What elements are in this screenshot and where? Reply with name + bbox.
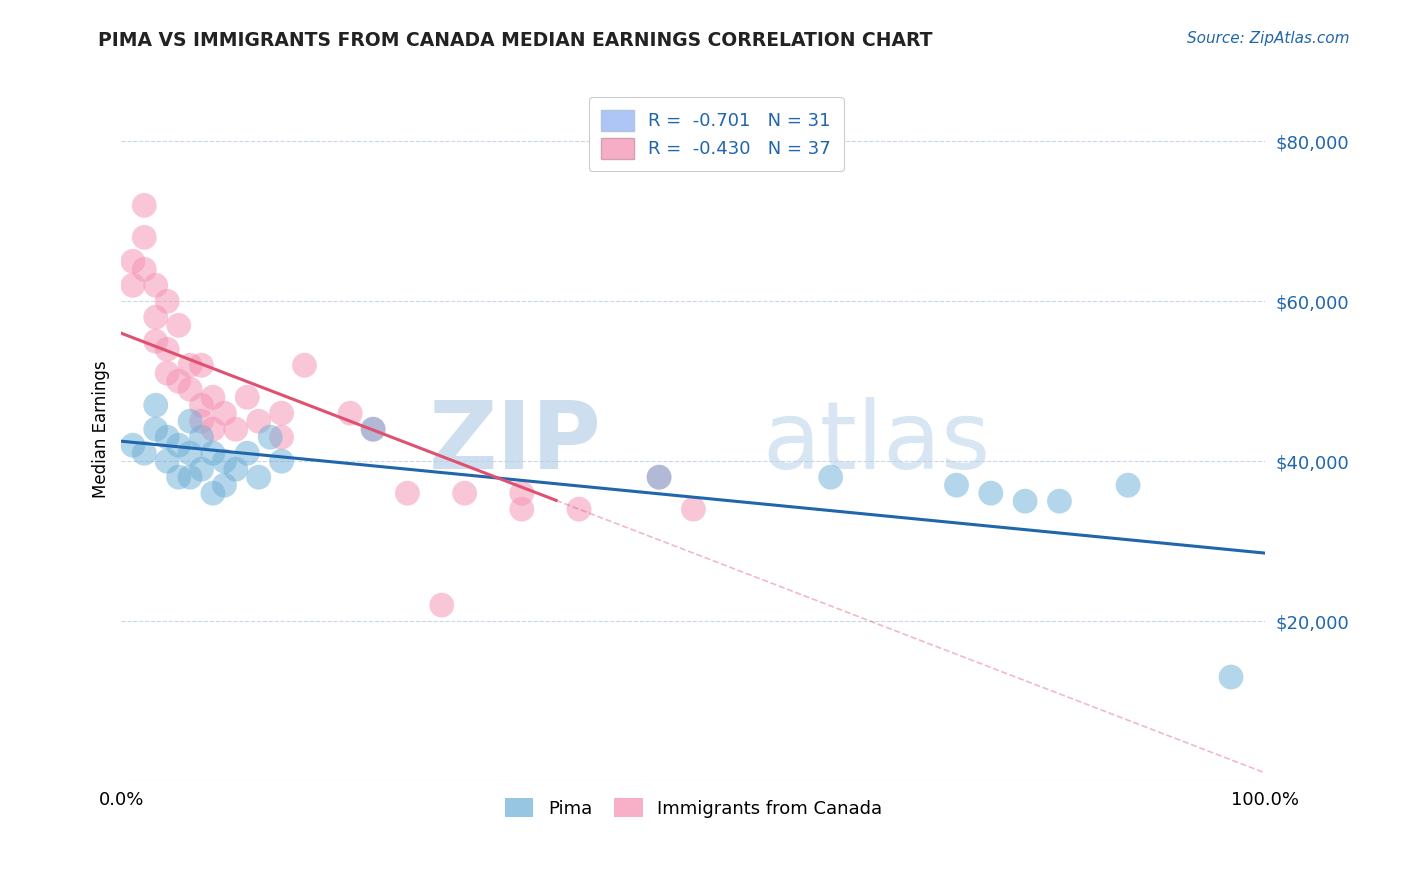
Point bbox=[167, 438, 190, 452]
Point bbox=[167, 318, 190, 333]
Point bbox=[339, 406, 361, 420]
Text: atlas: atlas bbox=[762, 397, 990, 490]
Text: Source: ZipAtlas.com: Source: ZipAtlas.com bbox=[1187, 31, 1350, 46]
Point bbox=[156, 343, 179, 357]
Point bbox=[510, 502, 533, 516]
Point bbox=[179, 446, 201, 460]
Point bbox=[259, 430, 281, 444]
Point bbox=[179, 358, 201, 372]
Point bbox=[820, 470, 842, 484]
Point bbox=[214, 454, 236, 468]
Point bbox=[1014, 494, 1036, 508]
Point bbox=[453, 486, 475, 500]
Point bbox=[156, 294, 179, 309]
Point bbox=[167, 374, 190, 388]
Point bbox=[145, 334, 167, 349]
Point bbox=[190, 358, 212, 372]
Point bbox=[270, 430, 292, 444]
Point bbox=[1049, 494, 1071, 508]
Point bbox=[145, 310, 167, 325]
Point bbox=[247, 470, 270, 484]
Point bbox=[568, 502, 591, 516]
Point bbox=[396, 486, 419, 500]
Text: PIMA VS IMMIGRANTS FROM CANADA MEDIAN EARNINGS CORRELATION CHART: PIMA VS IMMIGRANTS FROM CANADA MEDIAN EA… bbox=[98, 31, 934, 50]
Point bbox=[648, 470, 671, 484]
Text: ZIP: ZIP bbox=[429, 397, 602, 490]
Point bbox=[430, 598, 453, 612]
Point bbox=[682, 502, 704, 516]
Point bbox=[190, 462, 212, 476]
Point bbox=[134, 262, 156, 277]
Point bbox=[270, 454, 292, 468]
Point bbox=[1220, 670, 1243, 684]
Point bbox=[201, 422, 224, 436]
Point bbox=[156, 430, 179, 444]
Point bbox=[236, 390, 259, 404]
Point bbox=[236, 446, 259, 460]
Point bbox=[201, 486, 224, 500]
Legend: Pima, Immigrants from Canada: Pima, Immigrants from Canada bbox=[498, 790, 890, 825]
Point bbox=[648, 470, 671, 484]
Point bbox=[134, 230, 156, 244]
Point bbox=[190, 414, 212, 428]
Point bbox=[294, 358, 316, 372]
Point bbox=[145, 422, 167, 436]
Point bbox=[201, 390, 224, 404]
Point bbox=[980, 486, 1002, 500]
Point bbox=[225, 462, 247, 476]
Point bbox=[361, 422, 384, 436]
Point bbox=[361, 422, 384, 436]
Point bbox=[179, 382, 201, 396]
Point bbox=[156, 454, 179, 468]
Point bbox=[1116, 478, 1139, 492]
Point bbox=[179, 414, 201, 428]
Point bbox=[134, 198, 156, 212]
Point bbox=[945, 478, 967, 492]
Point bbox=[225, 422, 247, 436]
Point bbox=[179, 470, 201, 484]
Y-axis label: Median Earnings: Median Earnings bbox=[93, 360, 110, 498]
Point bbox=[122, 254, 145, 268]
Point bbox=[145, 278, 167, 293]
Point bbox=[156, 366, 179, 380]
Point bbox=[214, 478, 236, 492]
Point bbox=[167, 470, 190, 484]
Point bbox=[190, 398, 212, 412]
Point bbox=[134, 446, 156, 460]
Point bbox=[122, 438, 145, 452]
Point bbox=[122, 278, 145, 293]
Point bbox=[247, 414, 270, 428]
Point bbox=[201, 446, 224, 460]
Point bbox=[214, 406, 236, 420]
Point bbox=[510, 486, 533, 500]
Point bbox=[190, 430, 212, 444]
Point bbox=[270, 406, 292, 420]
Point bbox=[145, 398, 167, 412]
